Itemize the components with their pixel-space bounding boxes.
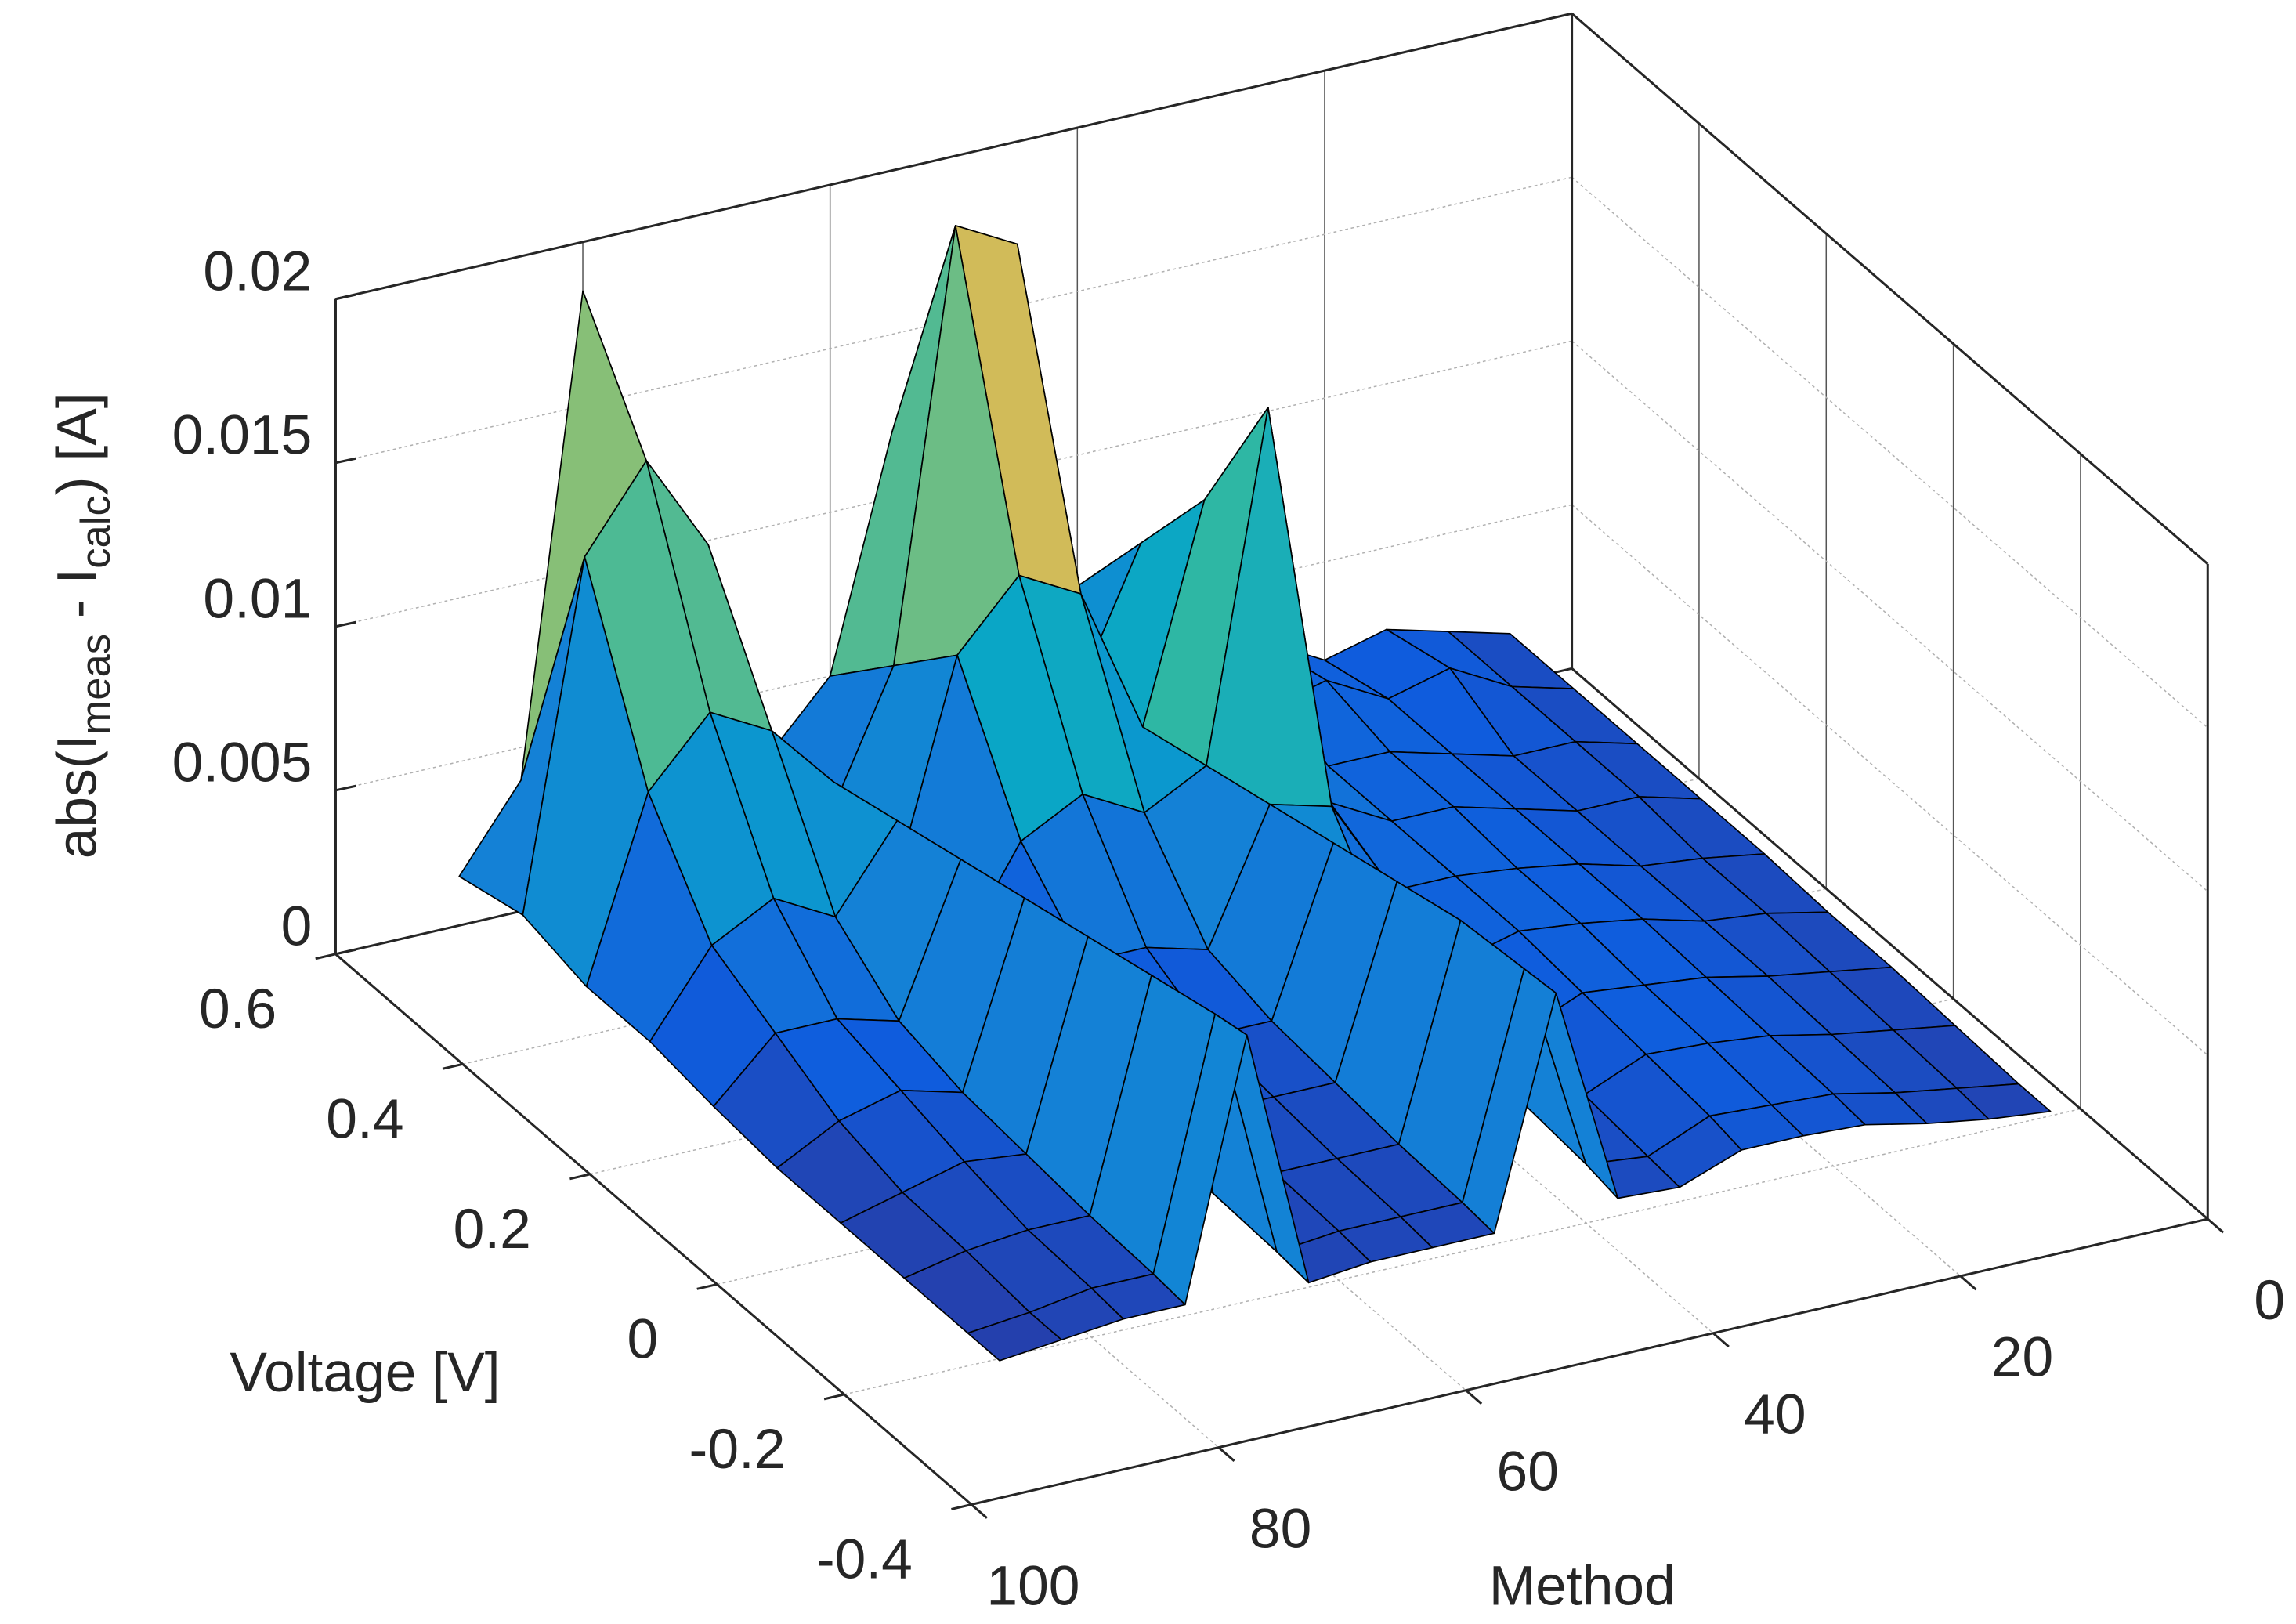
x-axis-label: Method — [1489, 1554, 1676, 1617]
x-tick-label: 0 — [2254, 1269, 2285, 1332]
z-label-sub: calc — [73, 495, 119, 569]
surface-patch — [967, 1311, 1062, 1362]
y-tick — [696, 1282, 718, 1290]
z-tick-label: 0.005 — [172, 732, 313, 794]
z-tick-label: 0.01 — [203, 568, 312, 631]
z-tick — [335, 948, 356, 956]
x-tick-label: 80 — [1249, 1497, 1311, 1560]
y-tick — [569, 1173, 591, 1181]
x-tick — [2207, 1217, 2225, 1234]
x-axis-line — [971, 1217, 2208, 1506]
z-tick — [335, 457, 356, 465]
x-tick-label: 40 — [1744, 1383, 1806, 1446]
y-tick-label: -0.4 — [816, 1528, 913, 1591]
x-tick — [971, 1503, 988, 1519]
y-tick-label: -0.2 — [689, 1418, 786, 1481]
surface — [458, 225, 2052, 1362]
y-tick — [315, 953, 336, 960]
y-axis-line — [334, 953, 973, 1506]
z-label-part: - I — [45, 569, 108, 634]
grid-line — [1571, 504, 2208, 1056]
z-tick-label: 0 — [281, 895, 313, 958]
z-axis-label: abs(Imeas - Icalc) [A] — [45, 392, 119, 859]
z-label-part: ) [A] — [45, 392, 108, 495]
y-tick — [442, 1062, 464, 1070]
y-tick — [823, 1393, 845, 1401]
x-tick-label: 60 — [1497, 1441, 1559, 1503]
x-tick-label: 100 — [986, 1554, 1079, 1617]
y-tick — [951, 1503, 972, 1510]
y-tick-label: 0.2 — [454, 1198, 531, 1260]
y-tick-label: 0.4 — [326, 1087, 403, 1150]
y-tick-label: 0 — [627, 1308, 659, 1370]
box-edge — [335, 12, 1572, 301]
box-edge — [1571, 667, 2209, 1221]
z-tick — [335, 293, 356, 301]
x-tick — [1217, 1446, 1235, 1462]
box-edge — [1571, 13, 2209, 566]
x-tick — [1712, 1332, 1730, 1348]
z-label-part: abs(I — [45, 735, 108, 859]
grid-line — [1571, 340, 2208, 892]
x-tick — [1959, 1275, 1977, 1291]
grid-line — [1571, 176, 2208, 729]
axes: -0.4-0.200.20.40.602040608010000.0050.01… — [172, 241, 2285, 1618]
z-tick — [335, 784, 356, 792]
x-tick-label: 20 — [1991, 1326, 2053, 1389]
y-axis-label: Voltage [V] — [230, 1341, 500, 1404]
y-tick-label: 0.6 — [199, 978, 277, 1040]
z-tick-label: 0.015 — [172, 404, 313, 467]
z-tick-label: 0.02 — [203, 241, 312, 303]
x-tick — [1465, 1389, 1483, 1405]
z-label-sub: meas — [73, 634, 119, 735]
z-tick — [335, 620, 356, 628]
